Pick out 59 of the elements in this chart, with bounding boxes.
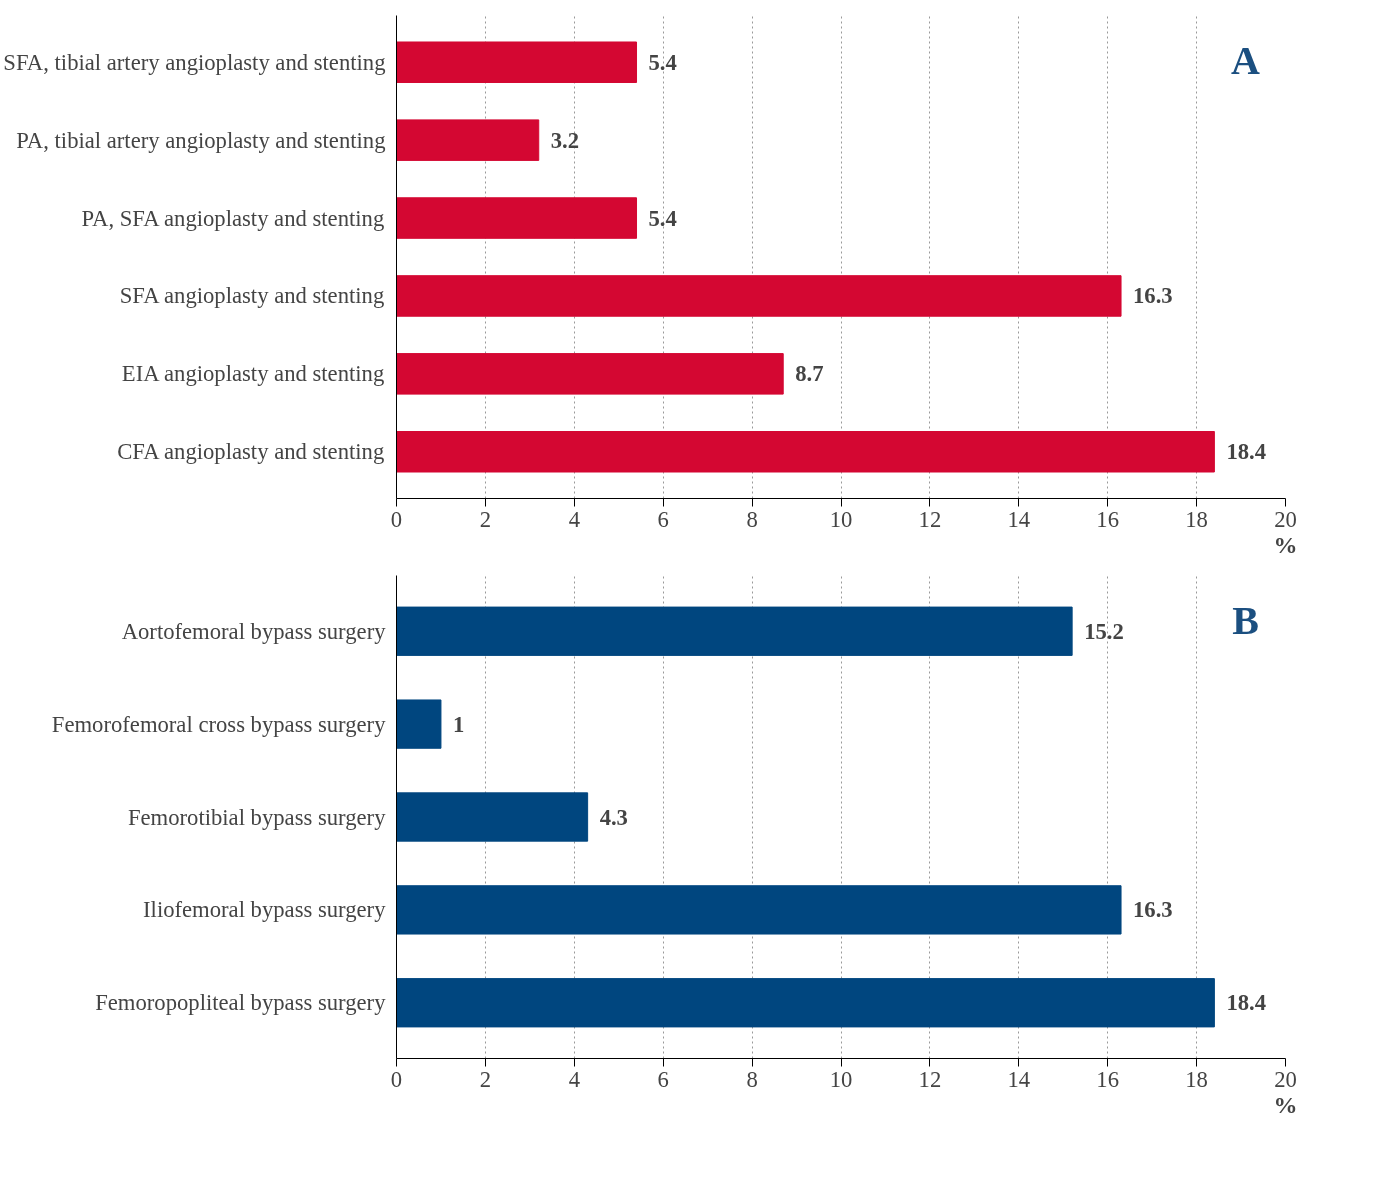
x-tick-label: 4 bbox=[568, 506, 580, 532]
y-tick-label: Femorofemoral cross bypass surgery bbox=[51, 711, 387, 737]
x-tick-label: 14 bbox=[1007, 506, 1031, 532]
x-tick-label: 2 bbox=[479, 506, 492, 532]
bar bbox=[396, 41, 638, 83]
x-tick-label: 8 bbox=[746, 1066, 758, 1092]
y-tick-label: Iliofemoral bypass surgery bbox=[143, 897, 387, 923]
x-axis-title: % bbox=[1273, 531, 1298, 558]
y-tick-label: SFA, tibial artery angioplasty and stenting bbox=[3, 49, 386, 75]
data-label: 18.4 bbox=[1226, 439, 1267, 465]
x-tick-label: 12 bbox=[918, 1066, 942, 1092]
y-tick-label: EIA angioplasty and stenting bbox=[121, 361, 385, 387]
y-tick-label: Femoropopliteal bypass surgery bbox=[95, 990, 387, 1016]
bar bbox=[396, 431, 1215, 473]
data-label: 5.4 bbox=[648, 205, 677, 231]
data-label: 15.2 bbox=[1084, 618, 1124, 644]
y-tick-label: PA, SFA angioplasty and stenting bbox=[81, 205, 385, 231]
bar bbox=[396, 978, 1215, 1028]
x-tick-label: 2 bbox=[479, 1066, 492, 1092]
y-tick-label: Femorotibial bypass surgery bbox=[127, 804, 387, 830]
x-tick-label: 14 bbox=[1007, 1066, 1031, 1092]
x-tick-label: 12 bbox=[918, 506, 942, 532]
bar bbox=[396, 275, 1122, 317]
data-label: 18.4 bbox=[1226, 990, 1267, 1016]
x-tick-label: 4 bbox=[568, 1066, 580, 1092]
data-label: 4.3 bbox=[599, 804, 628, 830]
x-axis-title: % bbox=[1273, 1091, 1298, 1118]
data-label: 3.2 bbox=[550, 127, 580, 153]
x-tick-label: 16 bbox=[1096, 1066, 1120, 1092]
data-label: 8.7 bbox=[795, 361, 824, 387]
data-label: 16.3 bbox=[1133, 283, 1173, 309]
x-tick-label: 10 bbox=[829, 1066, 853, 1092]
y-tick-label: Aortofemoral bypass surgery bbox=[121, 618, 387, 644]
bar bbox=[396, 197, 638, 239]
x-tick-label: 16 bbox=[1096, 506, 1120, 532]
y-tick-label: PA, tibial artery angioplasty and stenting bbox=[16, 127, 386, 153]
x-tick-label: 6 bbox=[657, 1066, 669, 1092]
x-tick-label: 10 bbox=[829, 506, 853, 532]
annotation: A bbox=[1231, 38, 1261, 83]
y-tick-label: CFA angioplasty and stenting bbox=[117, 439, 385, 465]
data-label: 16.3 bbox=[1133, 897, 1173, 923]
x-tick-label: 20 bbox=[1274, 506, 1297, 532]
x-tick-label: 0 bbox=[390, 1066, 403, 1092]
bar bbox=[396, 792, 589, 842]
y-tick-label: SFA angioplasty and stenting bbox=[119, 283, 385, 309]
annotation: B bbox=[1232, 598, 1259, 643]
x-tick-label: 18 bbox=[1185, 1066, 1208, 1092]
data-label: 5.4 bbox=[648, 49, 677, 75]
bar bbox=[396, 606, 1073, 656]
x-tick-label: 20 bbox=[1274, 1066, 1297, 1092]
bar bbox=[396, 353, 784, 395]
data-label: 1 bbox=[452, 711, 465, 737]
x-tick-label: 6 bbox=[657, 506, 669, 532]
bar bbox=[396, 699, 442, 749]
x-tick-label: 8 bbox=[746, 506, 758, 532]
x-tick-label: 0 bbox=[390, 506, 403, 532]
bar bbox=[396, 885, 1122, 935]
bar bbox=[396, 119, 540, 161]
x-tick-label: 18 bbox=[1185, 506, 1208, 532]
